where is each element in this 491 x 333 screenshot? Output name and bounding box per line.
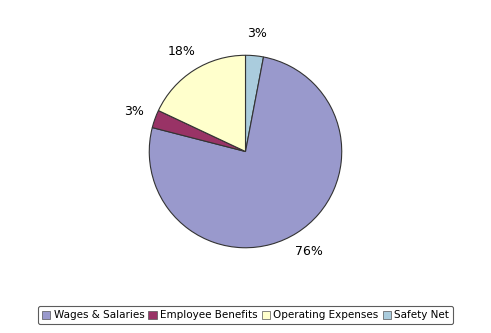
Legend: Wages & Salaries, Employee Benefits, Operating Expenses, Safety Net: Wages & Salaries, Employee Benefits, Ope… (38, 306, 453, 324)
Wedge shape (159, 55, 246, 152)
Wedge shape (152, 111, 246, 152)
Text: 3%: 3% (124, 105, 143, 118)
Wedge shape (246, 55, 264, 152)
Wedge shape (149, 57, 342, 248)
Text: 3%: 3% (247, 27, 267, 40)
Text: 76%: 76% (295, 245, 323, 258)
Text: 18%: 18% (168, 45, 196, 58)
